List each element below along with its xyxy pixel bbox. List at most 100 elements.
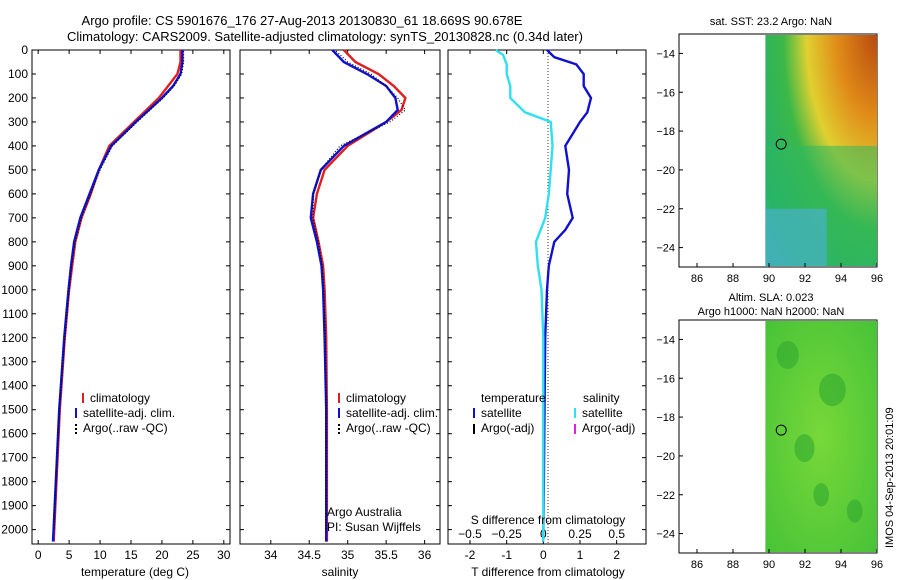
lat-tick-label: −24 bbox=[656, 529, 675, 541]
series-line-s-satellite bbox=[495, 48, 554, 542]
lon-tick-label: 86 bbox=[691, 273, 703, 285]
lon-tick-label: 96 bbox=[871, 559, 883, 571]
title-line1: Argo profile: CS 5901676_176 27-Aug-2013… bbox=[82, 13, 523, 28]
x-tick-label: 15 bbox=[124, 548, 138, 562]
lat-tick-label: −20 bbox=[656, 165, 675, 177]
legend-label-climatology: climatology bbox=[346, 391, 406, 405]
lat-tick-label: −18 bbox=[656, 126, 675, 138]
lat-tick-label: −24 bbox=[656, 243, 675, 255]
s-diff-tick-label: 0.5 bbox=[608, 527, 625, 541]
depth-tick-label: 1300 bbox=[1, 355, 28, 369]
sla-field-blob bbox=[776, 340, 799, 369]
x-tick-label: 10 bbox=[93, 548, 107, 562]
legend-label-t-satellite: satellite bbox=[481, 406, 522, 420]
series-line-climatology bbox=[311, 49, 407, 542]
depth-tick-label: 1400 bbox=[1, 379, 28, 393]
salinity-legend: climatology satellite-adj. clim. Argo(..… bbox=[338, 391, 438, 435]
s-difference-title: S difference from climatology bbox=[471, 513, 626, 527]
s-diff-tick-label: 0.25 bbox=[568, 527, 592, 541]
x-tick-label: 20 bbox=[155, 548, 169, 562]
lat-tick-label: −16 bbox=[656, 373, 675, 385]
sla-field-blob bbox=[846, 499, 863, 523]
temperature-panel: 0100200300400500600700800900100011001200… bbox=[1, 43, 231, 579]
depth-tick-label: 900 bbox=[8, 259, 28, 273]
x-tick-label: 34 bbox=[264, 548, 278, 562]
series-line-argo-raw-qc- bbox=[312, 50, 407, 530]
x-tick-label: 36 bbox=[418, 548, 432, 562]
legend-label-climatology: climatology bbox=[90, 391, 150, 405]
t-difference-xlabel: T difference from climatology bbox=[471, 565, 625, 579]
series-line-satellite-adj-clim- bbox=[309, 49, 399, 542]
sla-map-panel: Altim. SLA: 0.023 Argo h1000: NaN h2000:… bbox=[656, 292, 883, 571]
lat-tick-label: −14 bbox=[656, 48, 675, 60]
depth-tick-label: 1600 bbox=[1, 427, 28, 441]
legend-label-t-argo: Argo(-adj) bbox=[481, 421, 534, 435]
depth-tick-label: 1100 bbox=[2, 307, 28, 321]
depth-tick-label: 1800 bbox=[1, 475, 28, 489]
argo-australia-label: Argo Australia bbox=[327, 505, 402, 519]
lon-tick-label: 94 bbox=[835, 559, 847, 571]
lat-tick-label: −22 bbox=[656, 490, 675, 502]
t-diff-tick-label: 0 bbox=[540, 548, 547, 562]
depth-tick-label: 2000 bbox=[1, 523, 28, 537]
salinity-axes-box bbox=[239, 49, 441, 545]
series-line-satellite-adj-clim- bbox=[51, 50, 184, 542]
lon-tick-label: 90 bbox=[763, 559, 775, 571]
temperature-xlabel: temperature (deg C) bbox=[81, 565, 189, 579]
argo-position-marker bbox=[775, 424, 787, 436]
lon-tick-label: 86 bbox=[691, 559, 703, 571]
difference-panel: -2 -1 0 1 2−0.5 −0.25 0 0.25 0.5 temperature sal… bbox=[447, 48, 647, 579]
depth-tick-label: 1500 bbox=[1, 403, 28, 417]
depth-tick-label: 500 bbox=[8, 163, 28, 177]
lat-tick-label: −18 bbox=[656, 412, 675, 424]
legend-title-temperature: temperature bbox=[481, 391, 546, 405]
lon-tick-label: 92 bbox=[799, 559, 811, 571]
depth-tick-label: 0 bbox=[21, 43, 28, 57]
x-tick-label: 5 bbox=[66, 548, 73, 562]
lon-tick-label: 94 bbox=[835, 273, 847, 285]
series-line-t-satellite bbox=[542, 49, 593, 542]
lat-tick-label: −14 bbox=[656, 334, 675, 346]
x-tick-label: 25 bbox=[186, 548, 200, 562]
lon-tick-label: 96 bbox=[871, 273, 883, 285]
sst-map-title: sat. SST: 23.2 Argo: NaN bbox=[710, 16, 832, 28]
difference-legend: temperature salinity satellite satellite… bbox=[473, 391, 635, 435]
depth-tick-label: 1200 bbox=[1, 331, 28, 345]
depth-tick-label: 600 bbox=[8, 187, 28, 201]
depth-tick-label: 300 bbox=[8, 115, 28, 129]
argo-position-marker bbox=[775, 138, 787, 150]
lon-tick-label: 88 bbox=[727, 559, 739, 571]
pi-name-label: PI: Susan Wijffels bbox=[327, 520, 421, 534]
lon-tick-label: 92 bbox=[799, 273, 811, 285]
sla-field-blob bbox=[818, 373, 846, 407]
x-tick-label: 35.5 bbox=[374, 548, 398, 562]
t-diff-tick-label: -1 bbox=[501, 548, 512, 562]
legend-label-argo: Argo(..raw -QC) bbox=[346, 421, 431, 435]
temperature-legend: climatology satellite-adj. clim. Argo(..… bbox=[75, 391, 175, 435]
s-diff-tick-label: −0.25 bbox=[491, 527, 522, 541]
legend-label-s-argo: Argo(-adj) bbox=[582, 421, 635, 435]
salinity-panel: 34 34.5 35 35.5 36 climatology satellite-adj… bbox=[239, 49, 441, 579]
depth-tick-label: 700 bbox=[8, 211, 28, 225]
legend-title-salinity: salinity bbox=[583, 391, 620, 405]
legend-label-satellite: satellite-adj. clim. bbox=[346, 406, 438, 420]
t-diff-tick-label: -2 bbox=[465, 548, 476, 562]
depth-tick-label: 400 bbox=[8, 139, 28, 153]
s-diff-tick-label: −0.5 bbox=[458, 527, 482, 541]
x-tick-label: 0 bbox=[35, 548, 42, 562]
depth-tick-label: 800 bbox=[8, 235, 28, 249]
x-tick-label: 30 bbox=[217, 548, 231, 562]
lon-tick-label: 88 bbox=[727, 273, 739, 285]
lon-tick-label: 90 bbox=[763, 273, 775, 285]
salinity-xlabel: salinity bbox=[322, 565, 359, 579]
x-tick-label: 35 bbox=[341, 548, 355, 562]
depth-tick-label: 1900 bbox=[1, 499, 28, 513]
t-diff-tick-label: 2 bbox=[613, 548, 620, 562]
series-line-argo-raw-qc- bbox=[53, 51, 185, 530]
depth-tick-label: 200 bbox=[8, 91, 28, 105]
sla-map-title-line1: Altim. SLA: 0.023 bbox=[729, 292, 814, 304]
sst-map-panel: sat. SST: 23.2 Argo: NaN 86 88 90 92 94 96 −14… bbox=[656, 16, 883, 285]
depth-tick-label: 1000 bbox=[1, 283, 28, 297]
t-diff-tick-label: 1 bbox=[577, 548, 584, 562]
